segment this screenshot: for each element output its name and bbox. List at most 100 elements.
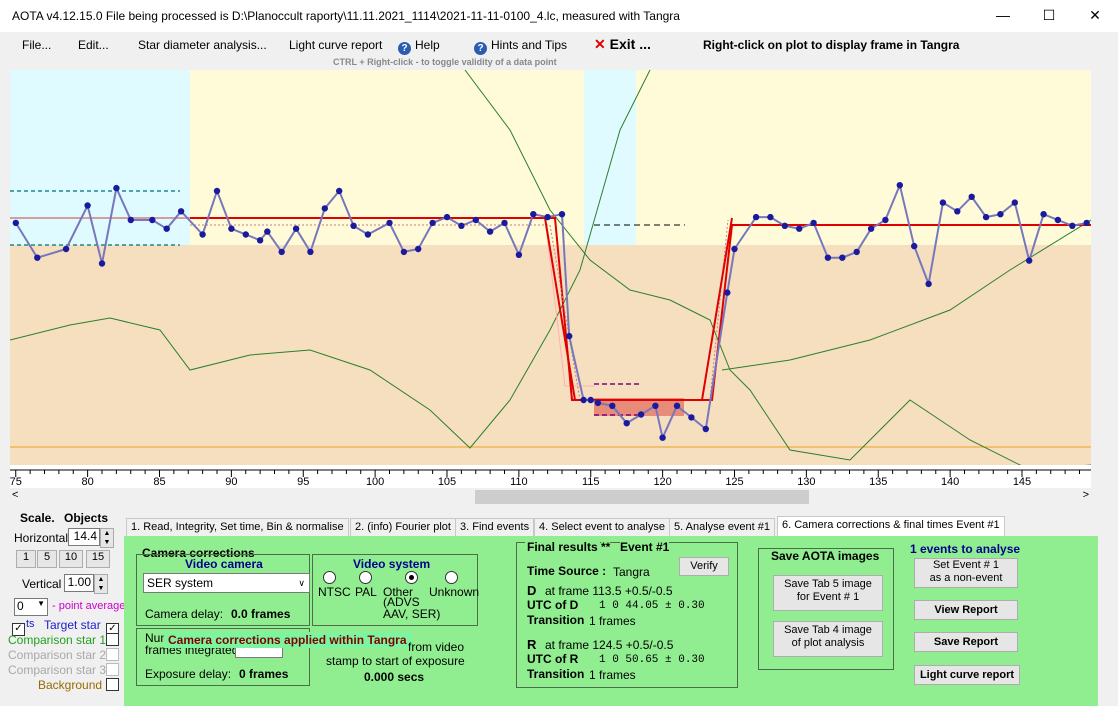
- vertical-spinner[interactable]: ▲ ▼: [94, 574, 108, 594]
- menu-file[interactable]: File...: [22, 38, 52, 52]
- data-point[interactable]: [566, 332, 573, 340]
- data-point[interactable]: [213, 187, 221, 195]
- tab-camera-corrections[interactable]: 6. Camera corrections & final times Even…: [777, 516, 1005, 536]
- data-point[interactable]: [34, 254, 41, 261]
- data-point[interactable]: [954, 208, 961, 215]
- data-point[interactable]: [256, 237, 264, 244]
- data-point[interactable]: [199, 231, 206, 238]
- data-point[interactable]: [1054, 216, 1062, 224]
- data-point[interactable]: [781, 222, 788, 229]
- data-point[interactable]: [350, 222, 357, 229]
- data-point[interactable]: [515, 251, 523, 258]
- zoom-5-button[interactable]: 5: [37, 550, 57, 568]
- light-curve-plot[interactable]: 75 80 85 90 95 100 105 110 115 120 125 130 135 140 145: [10, 70, 1091, 488]
- data-point[interactable]: [724, 289, 731, 296]
- data-point[interactable]: [364, 231, 372, 238]
- data-point[interactable]: [911, 242, 918, 250]
- data-point[interactable]: [264, 228, 271, 235]
- data-point[interactable]: [939, 199, 947, 206]
- data-point[interactable]: [530, 211, 537, 218]
- maximize-button[interactable]: ☐: [1042, 7, 1056, 23]
- data-point[interactable]: [1026, 257, 1033, 264]
- data-point[interactable]: [688, 414, 695, 421]
- light-curve-report-button[interactable]: Light curve report: [914, 665, 1020, 685]
- data-point[interactable]: [997, 211, 1004, 218]
- data-point[interactable]: [652, 402, 659, 409]
- menu-star-diameter[interactable]: Star diameter analysis...: [138, 38, 267, 52]
- data-point[interactable]: [12, 219, 19, 227]
- data-point[interactable]: [1011, 199, 1018, 206]
- data-point[interactable]: [544, 213, 551, 221]
- background-checkbox[interactable]: [106, 678, 119, 692]
- data-point[interactable]: [925, 280, 932, 288]
- zoom-10-button[interactable]: 10: [59, 550, 83, 568]
- data-point[interactable]: [149, 216, 156, 224]
- zoom-1-button[interactable]: 1: [16, 550, 36, 568]
- data-point[interactable]: [824, 254, 832, 261]
- save-tab4-button[interactable]: Save Tab 4 image of plot analysis: [773, 621, 883, 657]
- data-point[interactable]: [609, 402, 616, 409]
- data-point[interactable]: [867, 225, 875, 232]
- zoom-15-button[interactable]: 15: [86, 550, 110, 568]
- other-radio[interactable]: [405, 571, 418, 587]
- horizontal-scale-input[interactable]: 14.4: [68, 528, 100, 546]
- data-point[interactable]: [637, 411, 645, 418]
- data-point[interactable]: [702, 425, 709, 433]
- data-point[interactable]: [336, 187, 343, 195]
- data-point[interactable]: [307, 248, 314, 256]
- close-window-button[interactable]: ✕: [1089, 7, 1101, 23]
- minimize-button[interactable]: —: [996, 7, 1010, 23]
- data-point[interactable]: [228, 225, 235, 232]
- data-point[interactable]: [1069, 222, 1076, 229]
- scroll-thumb[interactable]: [475, 490, 809, 504]
- data-point[interactable]: [292, 225, 300, 232]
- data-point[interactable]: [177, 208, 185, 215]
- data-point[interactable]: [580, 396, 587, 404]
- data-point[interactable]: [386, 219, 393, 227]
- comparison-2-checkbox[interactable]: [106, 648, 119, 662]
- data-point[interactable]: [623, 420, 630, 427]
- verify-button[interactable]: Verify: [679, 557, 729, 576]
- view-report-button[interactable]: View Report: [914, 600, 1018, 620]
- data-point[interactable]: [84, 202, 91, 209]
- data-point[interactable]: [659, 434, 666, 441]
- data-point[interactable]: [443, 213, 451, 221]
- tab-read[interactable]: 1. Read, Integrity, Set time, Bin & norm…: [126, 518, 349, 537]
- data-point[interactable]: [321, 205, 328, 212]
- horizontal-spinner[interactable]: ▲ ▼: [100, 528, 114, 548]
- data-point[interactable]: [163, 225, 170, 232]
- point-average-select[interactable]: 0 ▼: [14, 598, 48, 616]
- comparison-3-checkbox[interactable]: [106, 663, 119, 677]
- data-point[interactable]: [982, 213, 990, 221]
- save-report-button[interactable]: Save Report: [914, 632, 1018, 652]
- menu-edit[interactable]: Edit...: [78, 38, 109, 52]
- data-point[interactable]: [896, 182, 903, 189]
- data-point[interactable]: [673, 402, 681, 409]
- scroll-left-icon[interactable]: <: [12, 489, 19, 501]
- pal-radio[interactable]: [359, 571, 372, 587]
- data-point[interactable]: [839, 254, 846, 261]
- save-tab5-button[interactable]: Save Tab 5 image for Event # 1: [773, 575, 883, 611]
- data-point[interactable]: [1040, 211, 1047, 218]
- menu-light-curve-report[interactable]: Light curve report: [289, 38, 383, 52]
- data-point[interactable]: [98, 260, 106, 267]
- data-point[interactable]: [127, 216, 134, 224]
- data-point[interactable]: [415, 245, 422, 253]
- comparison-1-checkbox[interactable]: [106, 633, 119, 647]
- data-point[interactable]: [853, 248, 860, 256]
- menu-help[interactable]: ? Help: [398, 38, 440, 55]
- data-point[interactable]: [486, 228, 494, 235]
- tab-analyse-event[interactable]: 5. Analyse event #1: [669, 518, 776, 537]
- data-point[interactable]: [400, 248, 408, 256]
- data-point[interactable]: [810, 219, 817, 227]
- unknown-radio[interactable]: [445, 571, 458, 587]
- data-point[interactable]: [429, 219, 436, 227]
- data-point[interactable]: [752, 213, 760, 221]
- tab-fourier[interactable]: 2. (info) Fourier plot: [350, 518, 456, 537]
- data-point[interactable]: [882, 216, 889, 224]
- data-point[interactable]: [968, 193, 975, 200]
- set-non-event-button[interactable]: Set Event # 1 as a non-event: [914, 558, 1018, 588]
- data-point[interactable]: [587, 396, 594, 404]
- data-point[interactable]: [1083, 219, 1090, 227]
- data-point[interactable]: [796, 225, 803, 232]
